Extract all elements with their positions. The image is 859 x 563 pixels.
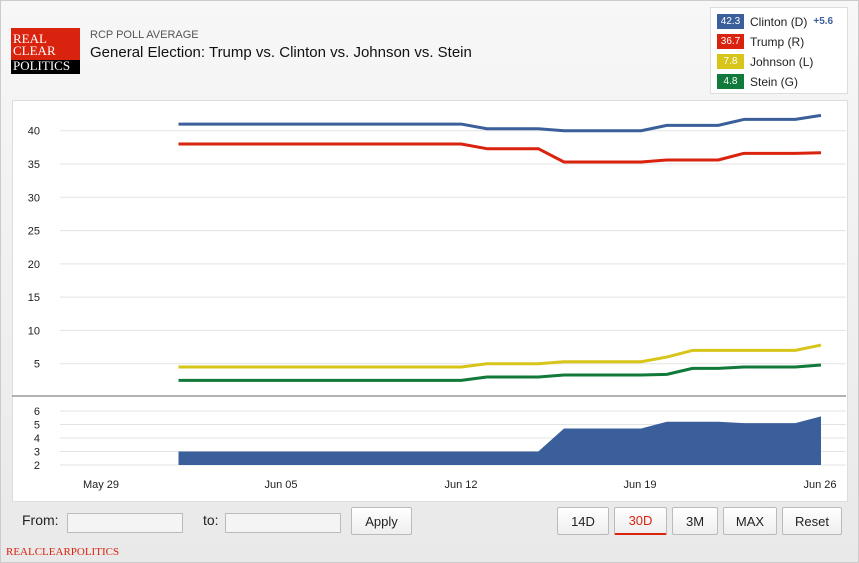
y-tick-label: 5 (34, 359, 40, 371)
x-tick-label: Jun 26 (803, 479, 836, 491)
x-tick-label: May 29 (83, 479, 119, 491)
logo-line: POLITICS (11, 59, 80, 74)
series-line-trump (178, 142, 822, 164)
apply-button[interactable]: Apply (351, 507, 412, 535)
x-tick-label: Jun 12 (444, 479, 477, 491)
spread-y-tick-label: 2 (34, 460, 40, 472)
legend-item-clinton[interactable]: 42.3 Clinton (D) +5.6 (717, 14, 833, 29)
y-tick-label: 40 (28, 126, 40, 138)
series-line-stein (178, 363, 822, 382)
to-date-input[interactable] (225, 513, 341, 533)
legend-item-trump[interactable]: 36.7 Trump (R) (717, 34, 804, 49)
x-tick-label: Jun 19 (623, 479, 656, 491)
chart-title: General Election: Trump vs. Clinton vs. … (90, 44, 472, 61)
y-tick-label: 15 (28, 292, 40, 304)
from-label: From: (22, 512, 59, 528)
legend-value: 36.7 (717, 34, 744, 49)
y-tick-label: 20 (28, 259, 40, 271)
spread-y-tick-label: 3 (34, 447, 40, 459)
spread-y-tick-label: 4 (34, 433, 40, 445)
legend-item-stein[interactable]: 4.8 Stein (G) (717, 74, 798, 89)
range-3m-button[interactable]: 3M (672, 507, 718, 535)
to-label: to: (203, 512, 219, 528)
y-tick-label: 25 (28, 226, 40, 238)
legend: 42.3 Clinton (D) +5.6 36.7 Trump (R) 7.8 Joh… (710, 7, 848, 94)
series-line-johnson (178, 343, 822, 369)
range-30d-button[interactable]: 30D (614, 507, 667, 535)
series-line-clinton (178, 113, 822, 133)
logo-line: CLEAR (13, 43, 56, 58)
footer-brand: REALCLEARPOLITICS (6, 546, 120, 558)
reset-button[interactable]: Reset (782, 507, 842, 535)
spread-y-tick-label: 6 (34, 406, 40, 418)
legend-spread: +5.6 (813, 16, 834, 27)
from-date-input[interactable] (67, 513, 183, 533)
legend-label: Trump (R) (750, 34, 805, 49)
logo-line: REAL (13, 31, 47, 46)
range-max-button[interactable]: MAX (723, 507, 777, 535)
legend-label: Clinton (D) (750, 14, 808, 29)
rcp-logo: REAL CLEAR POLITICS (11, 28, 80, 74)
legend-value: 4.8 (717, 74, 744, 89)
x-tick-label: Jun 05 (264, 479, 297, 491)
legend-label: Stein (G) (750, 74, 799, 89)
legend-label: Johnson (L) (750, 54, 814, 69)
legend-value: 7.8 (717, 54, 744, 69)
spread-area (178, 416, 821, 465)
y-tick-label: 30 (28, 192, 40, 204)
y-tick-label: 10 (28, 325, 40, 337)
y-tick-label: 35 (28, 159, 40, 171)
legend-item-johnson[interactable]: 7.8 Johnson (L) (717, 54, 813, 69)
range-14d-button[interactable]: 14D (557, 507, 609, 535)
spread-y-tick-label: 5 (34, 420, 40, 432)
subtitle: RCP POLL AVERAGE (90, 29, 199, 41)
legend-value: 42.3 (717, 14, 744, 29)
